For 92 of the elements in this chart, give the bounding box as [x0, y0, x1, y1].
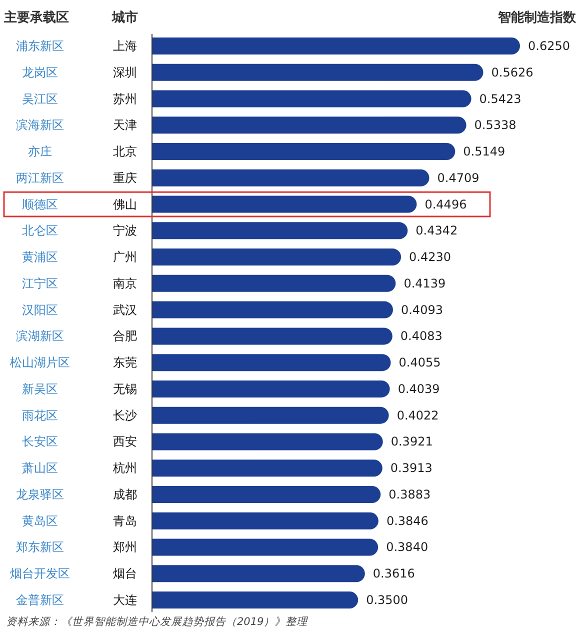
bar [152, 222, 408, 240]
y-axis-title: 城市 [111, 10, 138, 26]
y-tick-label: 南京 [113, 276, 137, 290]
x-axis-title: 智能制造指数 [497, 10, 577, 26]
bar [152, 143, 456, 160]
bar [152, 38, 520, 54]
data-label: 0.4709 [437, 170, 480, 185]
data-label: 0.5338 [474, 118, 516, 132]
y-tick-label: 郑州 [113, 540, 137, 554]
text: 吴江区 [22, 92, 58, 106]
bar [152, 116, 466, 134]
y-tick-label: 烟台 [113, 566, 137, 581]
data-label: 0.5423 [479, 92, 522, 106]
y-tick-label: 苏州 [113, 92, 137, 106]
data-label: 0.4496 [424, 197, 467, 212]
y-tick-label: 大连 [113, 593, 137, 607]
text: 长安区 [22, 434, 58, 449]
bar [152, 592, 358, 608]
y-tick-label: 重庆 [113, 170, 137, 185]
y-tick-label: 东莞 [113, 356, 137, 370]
data-label: 0.5626 [491, 65, 534, 80]
y-tick-label: 武汉 [113, 302, 137, 317]
text: 金普新区 [16, 593, 64, 607]
data-label: 0.4055 [398, 356, 441, 370]
text: 松山湖片区 [10, 356, 70, 370]
y-tick-label: 广州 [113, 250, 137, 264]
data-label: 0.5149 [463, 144, 506, 159]
text: 烟台开发区 [10, 566, 70, 581]
bar [152, 486, 381, 503]
y-tick-label: 无锡 [113, 382, 137, 396]
text: 雨花区 [22, 408, 58, 422]
text: 龙泉驿区 [16, 487, 64, 502]
data-label: 0.4093 [400, 302, 443, 317]
data-label: 0.4342 [416, 224, 458, 238]
y-tick-label: 天津 [113, 118, 137, 132]
bar [152, 406, 389, 424]
bar [152, 380, 390, 398]
data-label: 0.3616 [372, 566, 415, 581]
text: 北仑区 [22, 224, 58, 238]
y-tick-label: 长沙 [113, 408, 137, 422]
text: 两江新区 [16, 170, 64, 185]
text: 汉阳区 [22, 302, 58, 317]
y-tick-label: 深圳 [113, 65, 137, 80]
bar [152, 565, 365, 582]
bar [152, 64, 484, 81]
text: 龙岗区 [22, 65, 58, 80]
data-label: 0.3846 [386, 514, 428, 528]
y-tick-label: 杭州 [112, 461, 137, 476]
y-tick-label: 青岛 [113, 514, 137, 528]
y-tick-label: 佛山 [113, 197, 137, 212]
text: 浦东新区 [16, 39, 64, 53]
y-tick-label: 合肥 [113, 329, 137, 344]
data-label: 0.3921 [390, 434, 433, 449]
text: 黄浦区 [22, 250, 58, 264]
y-tick-label: 西安 [113, 434, 137, 449]
bar [152, 274, 396, 292]
data-label: 0.4083 [400, 329, 442, 344]
data-label: 0.4139 [404, 276, 446, 290]
y-tick-label: 宁波 [113, 224, 137, 238]
text: 滨海新区 [16, 118, 64, 132]
bar [152, 196, 417, 213]
y-tick-label: 上海 [113, 39, 137, 53]
text: 黄岛区 [22, 514, 58, 528]
bar [152, 90, 472, 108]
text: 滨湖新区 [16, 329, 64, 344]
bar [152, 248, 402, 266]
bar [152, 328, 392, 345]
text: 江宁区 [22, 276, 58, 290]
data-label: 0.6250 [528, 39, 570, 53]
data-label: 0.4039 [398, 382, 440, 396]
bar [152, 460, 382, 477]
data-label: 0.4022 [396, 408, 439, 422]
bar [152, 538, 378, 556]
bar [152, 512, 378, 530]
bar [152, 354, 391, 372]
bar [152, 301, 393, 318]
text: 顺德区 [22, 197, 58, 212]
data-label: 0.3500 [366, 593, 408, 607]
data-label: 0.4230 [409, 250, 452, 264]
bar [152, 169, 430, 186]
text: 新吴区 [22, 382, 58, 396]
text: 萧山区 [22, 461, 58, 476]
data-label: 0.3913 [390, 461, 432, 476]
bar [152, 433, 383, 450]
text: 资料来源：《世界智能制造中心发展趋势报告（2019）》整理 [6, 616, 309, 628]
data-label: 0.3883 [388, 487, 431, 502]
y-tick-label: 北京 [113, 144, 137, 159]
text: 亦庄 [28, 144, 52, 159]
text: 主要承载区 [3, 10, 69, 26]
y-tick-label: 成都 [113, 487, 137, 502]
text: 郑东新区 [16, 540, 64, 554]
data-label: 0.3840 [386, 540, 428, 554]
